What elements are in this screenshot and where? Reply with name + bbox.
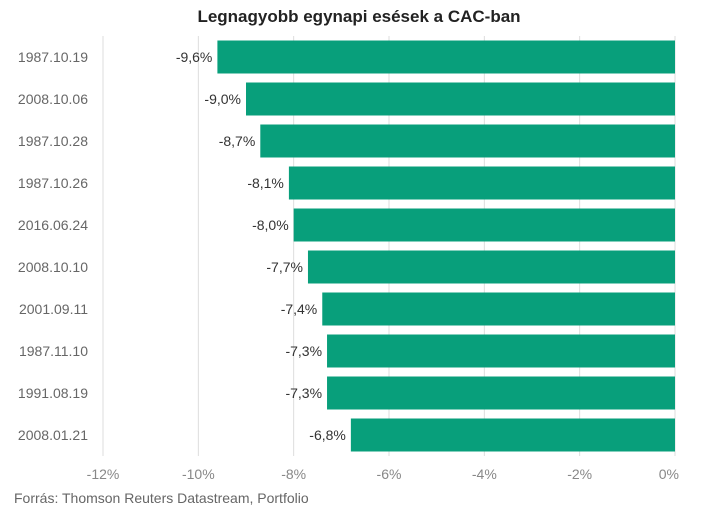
category-label: 1987.10.26 <box>18 175 88 191</box>
value-label: -9,6% <box>176 49 213 65</box>
bar <box>217 40 675 74</box>
bars <box>217 40 675 452</box>
category-label: 1991.08.19 <box>18 385 88 401</box>
value-label: -8,0% <box>252 217 289 233</box>
bar <box>246 82 675 116</box>
bar <box>307 250 675 284</box>
bar <box>260 124 675 158</box>
chart-title: Legnagyobb egynapi esések a CAC-ban <box>197 7 521 26</box>
x-tick-label: 0% <box>659 466 679 482</box>
value-label: -7,3% <box>285 385 322 401</box>
value-labels: -9,6% -9,0% -8,7% -8,1% -8,0% -7,7% -7,4% -7,3%… <box>176 49 346 443</box>
bar <box>288 166 675 200</box>
x-tick-label: -4% <box>472 466 497 482</box>
category-label: 1987.10.28 <box>18 133 88 149</box>
bar <box>350 418 675 452</box>
x-tick-label: -12% <box>87 466 120 482</box>
category-label: 1987.11.10 <box>19 343 88 359</box>
x-tick-label: -6% <box>377 466 402 482</box>
category-label: 2008.01.21 <box>18 427 88 443</box>
category-label: 1987.10.19 <box>18 49 88 65</box>
value-label: -8,7% <box>219 133 256 149</box>
category-labels: 1987.10.19 2008.10.06 1987.10.28 1987.10.26… <box>18 49 88 443</box>
bar <box>327 334 675 368</box>
category-label: 2008.10.06 <box>18 91 88 107</box>
bar <box>293 208 675 242</box>
value-label: -7,3% <box>285 343 322 359</box>
bar <box>322 292 675 326</box>
category-label: 2008.10.10 <box>18 259 88 275</box>
value-label: -7,7% <box>266 259 303 275</box>
bar <box>327 376 675 410</box>
category-label: 2001.09.11 <box>19 301 88 317</box>
x-tick-label: -8% <box>281 466 306 482</box>
value-label: -7,4% <box>281 301 318 317</box>
value-label: -6,8% <box>309 427 346 443</box>
value-label: -8,1% <box>247 175 284 191</box>
category-label: 2016.06.24 <box>18 217 88 233</box>
x-tick-label: -2% <box>567 466 592 482</box>
source-note: Forrás: Thomson Reuters Datastream, Port… <box>14 490 309 506</box>
value-label: -9,0% <box>204 91 241 107</box>
x-tick-label: -10% <box>182 466 215 482</box>
x-axis-tick-labels: -12% -10% -8% -6% -4% -2% 0% <box>87 466 679 482</box>
